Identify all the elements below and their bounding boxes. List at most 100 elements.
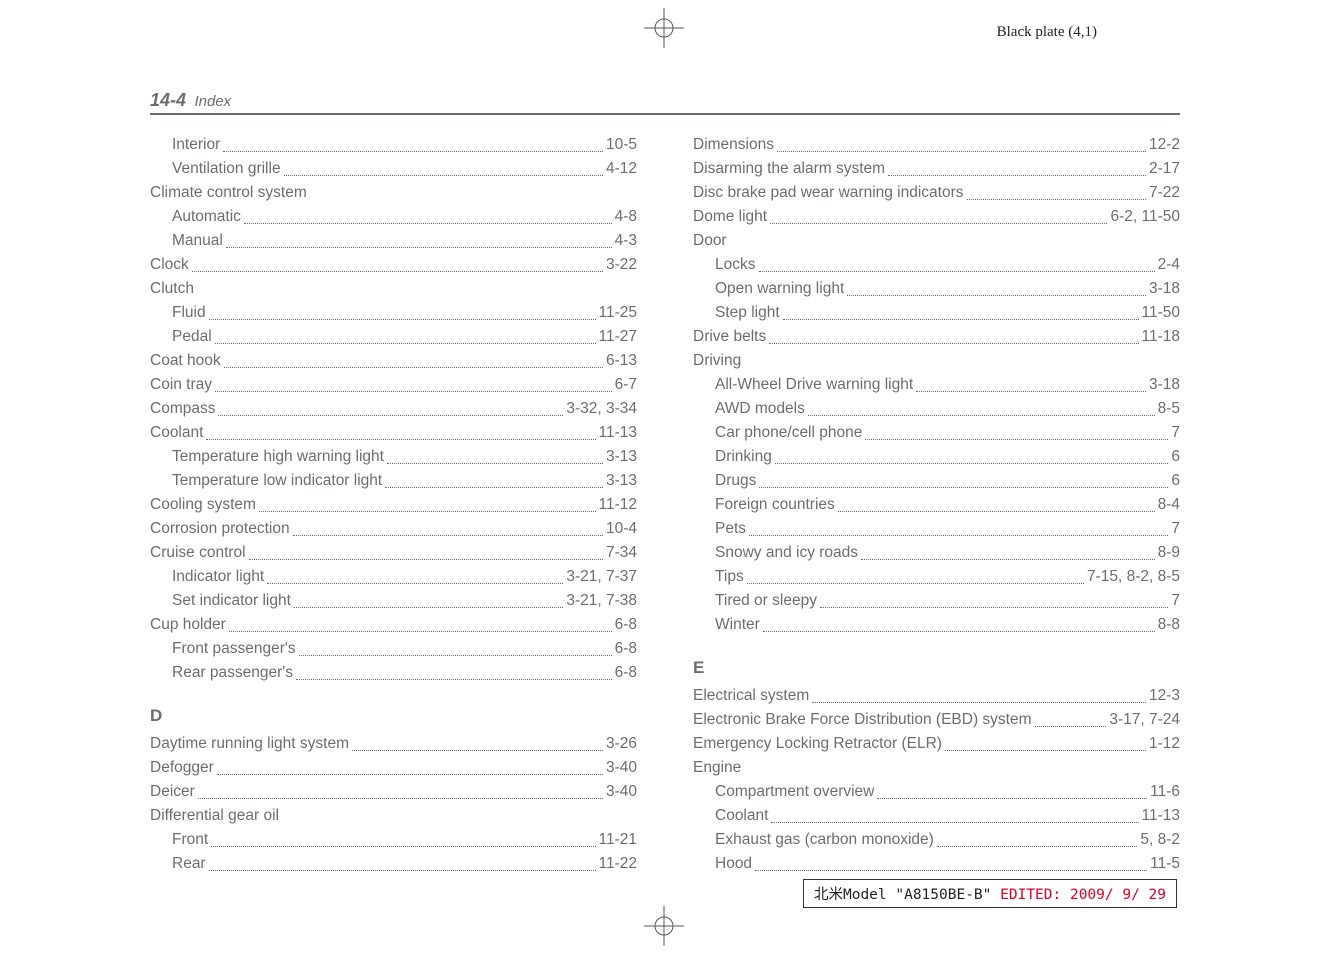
leader-dots: [861, 541, 1155, 560]
index-entry-label: Clock: [150, 253, 189, 277]
index-entry-label: Cooling system: [150, 493, 256, 517]
index-group-heading: Door: [693, 229, 1180, 253]
index-entry-page: 4-3: [615, 229, 637, 253]
index-entry-label: Temperature low indicator light: [172, 469, 382, 493]
index-entry-page: 3-18: [1149, 277, 1180, 301]
index-entry: Front passenger's 6-8: [150, 637, 637, 661]
index-entry-label: Pedal: [172, 325, 212, 349]
index-entry: Rear passenger's 6-8: [150, 661, 637, 685]
index-entry: Compartment overview 11-6: [693, 780, 1180, 804]
index-entry-page: 8-4: [1158, 493, 1180, 517]
index-entry: Exhaust gas (carbon monoxide) 5, 8-2: [693, 828, 1180, 852]
leader-dots: [967, 181, 1146, 200]
leader-dots: [820, 589, 1168, 608]
index-entry-label: Interior: [172, 133, 220, 157]
index-entry-label: Tired or sleepy: [715, 589, 817, 613]
index-entry-label: Automatic: [172, 205, 241, 229]
leader-dots: [385, 469, 603, 488]
index-group-heading: Differential gear oil: [150, 804, 637, 828]
index-section-letter: E: [693, 655, 1180, 681]
index-entry-page: 7: [1171, 517, 1180, 541]
index-entry-label: All-Wheel Drive warning light: [715, 373, 913, 397]
index-entry-label: Compartment overview: [715, 780, 874, 804]
index-entry-label: Electrical system: [693, 684, 809, 708]
index-entry: Coolant 11-13: [150, 421, 637, 445]
index-entry-label: Deicer: [150, 780, 195, 804]
leader-dots: [217, 756, 603, 775]
leader-dots: [759, 253, 1155, 272]
leader-dots: [224, 349, 603, 368]
index-entry: Electrical system 12-3: [693, 684, 1180, 708]
index-entry-label: Defogger: [150, 756, 214, 780]
index-entry: Manual 4-3: [150, 229, 637, 253]
leader-dots: [267, 565, 563, 584]
leader-dots: [294, 589, 563, 608]
leader-dots: [771, 804, 1138, 823]
index-entry: Fluid 11-25: [150, 301, 637, 325]
index-column-left: Interior 10-5Ventilation grille 4-12Clim…: [150, 133, 637, 876]
index-entry-label: Manual: [172, 229, 223, 253]
plate-label: Black plate (4,1): [997, 24, 1097, 41]
index-entry-label: Drive belts: [693, 325, 766, 349]
index-entry-page: 6: [1171, 469, 1180, 493]
index-entry: Clock 3-22: [150, 253, 637, 277]
index-entry-page: 11-50: [1142, 301, 1181, 325]
index-entry-label: Locks: [715, 253, 756, 277]
section-number: 14-4: [150, 90, 186, 110]
index-entry-page: 3-22: [606, 253, 637, 277]
leader-dots: [1035, 708, 1107, 727]
register-mark-bottom: [644, 906, 684, 946]
index-entry-page: 6-8: [615, 613, 637, 637]
leader-dots: [218, 397, 563, 416]
index-entry: Automatic 4-8: [150, 205, 637, 229]
leader-dots: [770, 205, 1107, 224]
index-entry-label: Coolant: [150, 421, 203, 445]
footer-model-box: 北米Model "A8150BE-B" EDITED: 2009/ 9/ 29: [803, 879, 1177, 908]
index-entry: Step light 11-50: [693, 301, 1180, 325]
index-entry: Dome light 6-2, 11-50: [693, 205, 1180, 229]
index-entry-page: 11-5: [1150, 852, 1180, 876]
index-entry: Drugs 6: [693, 469, 1180, 493]
leader-dots: [847, 277, 1146, 296]
index-entry-page: 3-13: [606, 445, 637, 469]
index-entry-page: 8-5: [1158, 397, 1180, 421]
leader-dots: [759, 469, 1168, 488]
index-entry-page: 11-22: [599, 852, 638, 876]
leader-dots: [206, 421, 595, 440]
index-entry: Snowy and icy roads 8-9: [693, 541, 1180, 565]
leader-dots: [812, 684, 1146, 703]
index-entry: Electronic Brake Force Distribution (EBD…: [693, 708, 1180, 732]
index-entry: Pets 7: [693, 517, 1180, 541]
index-entry-page: 5, 8-2: [1140, 828, 1180, 852]
index-entry-label: Set indicator light: [172, 589, 291, 613]
index-entry: Set indicator light 3-21, 7-38: [150, 589, 637, 613]
index-entry-label: Coin tray: [150, 373, 212, 397]
register-mark-top: [644, 8, 684, 48]
leader-dots: [296, 661, 612, 680]
index-entry-page: 3-26: [606, 732, 637, 756]
index-entry: Coat hook 6-13: [150, 349, 637, 373]
index-entry-page: 6-8: [615, 637, 637, 661]
footer-edited: EDITED: 2009/ 9/ 29: [1000, 887, 1166, 903]
index-entry-page: 10-4: [606, 517, 637, 541]
leader-dots: [769, 325, 1138, 344]
leader-dots: [877, 780, 1147, 799]
leader-dots: [249, 541, 603, 560]
index-entry-label: Disc brake pad wear warning indicators: [693, 181, 964, 205]
index-entry: Temperature low indicator light 3-13: [150, 469, 637, 493]
leader-dots: [226, 229, 612, 248]
leader-dots: [888, 157, 1146, 176]
leader-dots: [211, 828, 595, 847]
leader-dots: [808, 397, 1155, 416]
index-entry: Cruise control 7-34: [150, 541, 637, 565]
index-entry-label: Fluid: [172, 301, 206, 325]
index-entry-label: Winter: [715, 613, 760, 637]
index-entry: Deicer 3-40: [150, 780, 637, 804]
index-entry-page: 6: [1171, 445, 1180, 469]
index-entry: Compass 3-32, 3-34: [150, 397, 637, 421]
index-entry-label: AWD models: [715, 397, 805, 421]
index-entry-page: 8-8: [1158, 613, 1180, 637]
index-entry-label: Indicator light: [172, 565, 264, 589]
index-entry: Drive belts 11-18: [693, 325, 1180, 349]
index-entry: Rear 11-22: [150, 852, 637, 876]
